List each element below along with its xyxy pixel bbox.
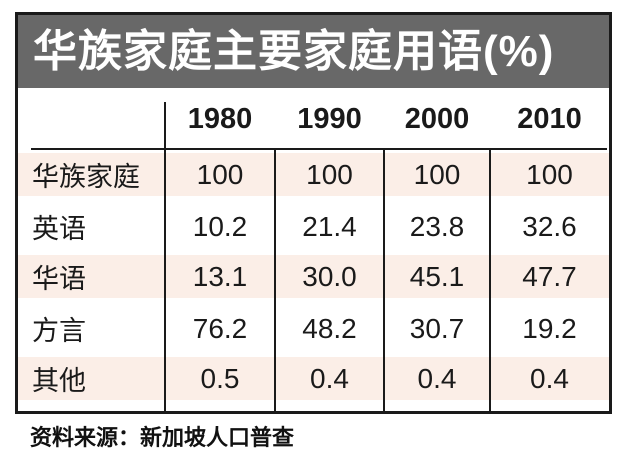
infographic-panel: 华族家庭主要家庭用语(%) 1980 1990 2000 2010 华族家庭 1… (15, 12, 612, 414)
column-divider (274, 150, 276, 411)
table-cell: 23.8 (409, 210, 465, 242)
table-cell: 21.4 (302, 210, 357, 242)
table-cell: 0.4 (310, 362, 349, 394)
row-label: 华族家庭 (32, 162, 140, 192)
table-cell: 19.2 (522, 312, 577, 344)
table-row: 方言 76.2 48.2 30.7 19.2 (18, 303, 609, 354)
column-divider (164, 102, 166, 411)
table-cell: 30.0 (302, 260, 357, 292)
year-column-header: 1990 (297, 102, 362, 135)
table-row: 华语 13.1 30.0 45.1 47.7 (18, 252, 609, 303)
data-table: 1980 1990 2000 2010 华族家庭 100 100 100 100… (18, 88, 609, 411)
table-cell: 30.7 (409, 312, 465, 344)
table-cell: 76.2 (192, 312, 248, 344)
table-cell: 0.4 (417, 362, 457, 394)
year-column-header: 1980 (187, 102, 253, 135)
table-row: 华族家庭 100 100 100 100 (18, 150, 609, 201)
table-cell: 0.4 (530, 362, 569, 394)
table-cell: 48.2 (302, 312, 357, 344)
table-row: 英语 10.2 21.4 23.8 32.6 (18, 201, 609, 252)
table-cell: 100 (196, 158, 244, 190)
column-divider (489, 150, 491, 411)
row-label: 英语 (32, 214, 86, 244)
header-divider (31, 148, 607, 150)
chart-title: 华族家庭主要家庭用语(%) (33, 26, 555, 76)
year-column-header: 2000 (404, 102, 470, 135)
table-cell: 45.1 (409, 260, 465, 292)
table-cell: 100 (413, 158, 461, 190)
row-label: 华语 (32, 264, 86, 294)
table-cell: 47.7 (522, 260, 577, 292)
year-column-header: 2010 (517, 102, 582, 135)
column-divider (383, 150, 385, 411)
table-cell: 13.1 (192, 260, 248, 292)
source-note: 资料来源：新加坡人口普查 (30, 425, 295, 450)
title-bar: 华族家庭主要家庭用语(%) (18, 15, 609, 88)
year-header-row: 1980 1990 2000 2010 (18, 88, 609, 150)
table-cell: 100 (526, 158, 573, 190)
table-cell: 32.6 (522, 210, 577, 242)
row-label: 其他 (32, 366, 86, 396)
row-label: 方言 (32, 316, 86, 346)
table-row: 其他 0.5 0.4 0.4 0.4 (18, 354, 609, 405)
table-cell: 0.5 (200, 362, 240, 394)
table-cell: 10.2 (192, 210, 248, 242)
table-cell: 100 (306, 158, 353, 190)
